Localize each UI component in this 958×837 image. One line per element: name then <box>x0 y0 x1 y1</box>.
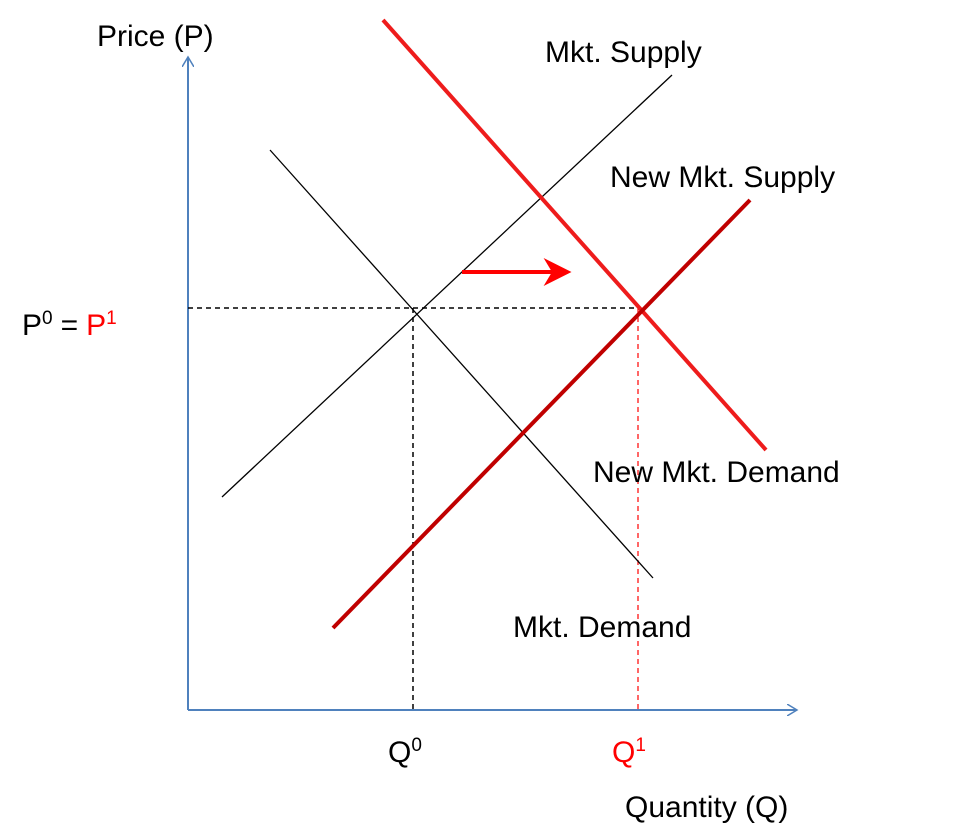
demand-curve <box>269 149 654 579</box>
new-demand-curve <box>381 18 768 452</box>
quantity-symbol: Q <box>388 736 411 769</box>
price-label: P0 = P1 <box>22 308 117 342</box>
supply-curve <box>221 74 673 498</box>
quantity-label: Q0 <box>388 735 422 769</box>
price-symbol: P <box>22 309 42 342</box>
quantity-label: Q1 <box>612 735 646 769</box>
curve-label: Mkt. Demand <box>513 611 691 644</box>
curve-label: New Mkt. Supply <box>610 161 835 194</box>
quantity-superscript: 0 <box>411 735 422 756</box>
y-axis-label: Price (P) <box>97 20 214 53</box>
price-superscript: 0 <box>42 308 53 329</box>
equals-sign: = <box>61 309 79 342</box>
price-superscript: 1 <box>106 308 117 329</box>
new-supply-curve <box>331 198 752 630</box>
quantity-superscript: 1 <box>635 735 646 756</box>
price-symbol: P <box>86 309 106 342</box>
curve-label: New Mkt. Demand <box>593 456 840 489</box>
curve-label: Mkt. Supply <box>545 36 702 69</box>
x-axis-label: Quantity (Q) <box>625 791 788 824</box>
quantity-symbol: Q <box>612 736 635 769</box>
